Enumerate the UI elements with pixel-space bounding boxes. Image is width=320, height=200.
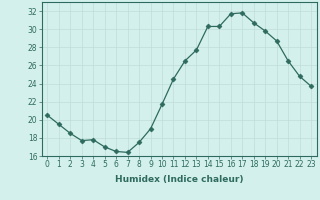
- X-axis label: Humidex (Indice chaleur): Humidex (Indice chaleur): [115, 175, 244, 184]
